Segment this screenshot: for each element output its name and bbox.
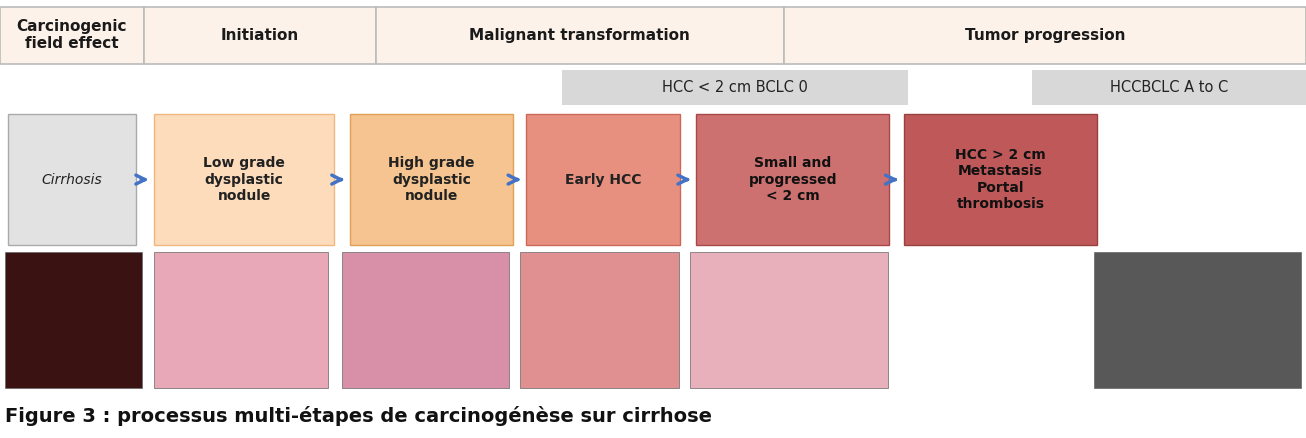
Bar xyxy=(1094,252,1301,388)
Bar xyxy=(520,252,679,388)
Bar xyxy=(350,114,513,245)
Bar xyxy=(342,252,509,388)
Text: Low grade
dysplastic
nodule: Low grade dysplastic nodule xyxy=(204,156,285,203)
Text: Tumor progression: Tumor progression xyxy=(965,28,1124,42)
Bar xyxy=(690,252,888,388)
Text: High grade
dysplastic
nodule: High grade dysplastic nodule xyxy=(388,156,475,203)
Bar xyxy=(696,114,889,245)
Text: Carcinogenic
field effect: Carcinogenic field effect xyxy=(17,19,127,51)
Bar xyxy=(526,114,680,245)
Text: HCC < 2 cm BCLC 0: HCC < 2 cm BCLC 0 xyxy=(662,80,807,95)
Text: Malignant transformation: Malignant transformation xyxy=(469,28,691,42)
Bar xyxy=(1032,70,1306,105)
Bar xyxy=(154,114,334,245)
Text: Initiation: Initiation xyxy=(221,28,299,42)
Bar xyxy=(376,7,784,64)
Bar xyxy=(784,7,1306,64)
Text: Small and
progressed
< 2 cm: Small and progressed < 2 cm xyxy=(748,156,837,203)
Text: Figure 3 : processus multi-étapes de carcinogénèse sur cirrhose: Figure 3 : processus multi-étapes de car… xyxy=(5,406,712,426)
Bar xyxy=(154,252,328,388)
Bar xyxy=(0,7,144,64)
Text: Cirrhosis: Cirrhosis xyxy=(42,173,102,187)
Text: HCCBCLC A to C: HCCBCLC A to C xyxy=(1110,80,1228,95)
Bar xyxy=(562,70,908,105)
Bar xyxy=(904,114,1097,245)
Bar xyxy=(144,7,376,64)
Text: Early HCC: Early HCC xyxy=(565,173,641,187)
Bar xyxy=(8,114,136,245)
Bar xyxy=(5,252,142,388)
Text: HCC > 2 cm
Metastasis
Portal
thrombosis: HCC > 2 cm Metastasis Portal thrombosis xyxy=(955,148,1046,211)
